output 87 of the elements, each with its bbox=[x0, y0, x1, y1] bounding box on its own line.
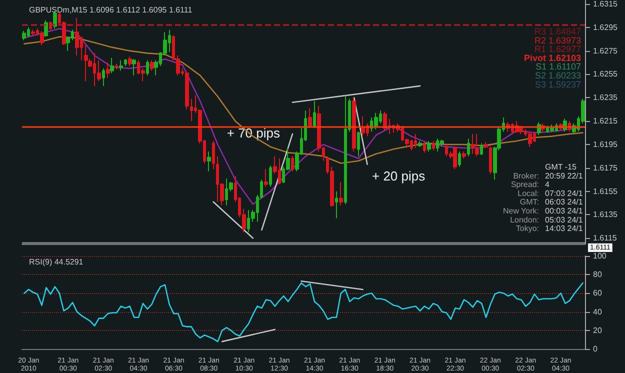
candlestick bbox=[115, 63, 118, 70]
text: GBPUSDm,M15 1.6096 1.6112 1.6095 1.6111 bbox=[29, 6, 193, 14]
candlestick bbox=[458, 151, 461, 168]
candlestick bbox=[462, 151, 466, 160]
annotation: Pivot 1.62103 bbox=[524, 52, 581, 63]
candlestick bbox=[432, 140, 435, 151]
candlestick bbox=[207, 151, 211, 172]
candlestick bbox=[110, 57, 114, 74]
line-series bbox=[24, 282, 584, 342]
y-tick-label: 1.6115 bbox=[593, 234, 618, 243]
candlestick bbox=[185, 71, 189, 110]
y-tick-label: 1.6275 bbox=[593, 46, 618, 56]
y-tick-label: 20 bbox=[593, 326, 602, 335]
candlestick bbox=[212, 140, 215, 170]
candlestick bbox=[264, 168, 268, 188]
annotation: Broker: 20:59 22/1 bbox=[513, 171, 584, 180]
candlestick bbox=[313, 100, 316, 129]
candlestick bbox=[550, 124, 554, 132]
y-tick-label: 1.6155 bbox=[593, 186, 618, 196]
y-tick-label: 1.6195 bbox=[593, 140, 618, 149]
candlestick bbox=[150, 60, 154, 72]
annotation: London: 05:03 24/1 bbox=[510, 215, 584, 224]
annotation: + 20 pips bbox=[372, 168, 426, 184]
candlestick bbox=[132, 58, 136, 76]
candlestick bbox=[480, 142, 483, 156]
annotation: Local: 07:03 24/1 bbox=[518, 188, 584, 198]
y-tick-label: 0 bbox=[593, 344, 598, 354]
annotation: GMT -15 bbox=[545, 162, 577, 172]
candlestick bbox=[414, 133, 417, 148]
chart-title: RSI(9) 44.5291 bbox=[29, 258, 84, 266]
candlestick bbox=[269, 165, 272, 188]
annotation: R2 1.63973 bbox=[534, 35, 581, 46]
y-tick-label: 40 bbox=[593, 307, 602, 316]
y-tick-label: 1.6135 bbox=[593, 210, 618, 220]
annotation: S3 1.59237 bbox=[534, 79, 581, 90]
candlestick bbox=[383, 111, 387, 131]
annotation: S2 1.60233 bbox=[534, 70, 581, 80]
candlestick bbox=[352, 97, 356, 152]
candlestick bbox=[427, 140, 431, 152]
y-tick-label: 1.6295 bbox=[593, 22, 618, 32]
y-tick-label: 1.6175 bbox=[593, 163, 618, 172]
annotation: New York: 00:03 24/1 bbox=[502, 206, 584, 216]
candlestick bbox=[291, 156, 294, 172]
y-tick-label: 60 bbox=[593, 288, 602, 298]
y-tick-label: 1.6315 bbox=[593, 0, 618, 8]
candlestick bbox=[339, 181, 343, 206]
candlestick bbox=[475, 133, 479, 157]
candlestick bbox=[453, 146, 457, 170]
candlestick bbox=[484, 142, 488, 148]
candlestick bbox=[335, 190, 338, 219]
candlestick bbox=[31, 29, 35, 36]
candlestick bbox=[528, 131, 532, 148]
candlestick bbox=[75, 18, 79, 56]
y-tick-label: 1.6215 bbox=[593, 116, 618, 126]
candlestick bbox=[519, 125, 523, 134]
y-tick-label: 80 bbox=[593, 270, 602, 280]
annotation: R1 1.62977 bbox=[534, 44, 581, 54]
candlestick bbox=[374, 112, 378, 130]
candlestick bbox=[102, 68, 105, 86]
candlestick bbox=[146, 60, 149, 76]
annotation: GMT: 06:03 24/1 bbox=[520, 198, 584, 207]
candlestick bbox=[128, 56, 132, 67]
candlestick bbox=[308, 108, 312, 129]
annotation: Spread: 4 bbox=[510, 180, 550, 190]
candlestick bbox=[106, 62, 110, 78]
candlestick bbox=[22, 30, 26, 41]
candlestick bbox=[471, 133, 475, 154]
candlestick bbox=[44, 20, 48, 38]
candlestick bbox=[489, 146, 492, 174]
candlestick bbox=[119, 60, 123, 72]
candlestick bbox=[84, 44, 88, 82]
annotation: R3 1.64847 bbox=[534, 26, 581, 36]
candlestick bbox=[190, 98, 193, 122]
annotation: S1 1.61107 bbox=[536, 62, 581, 72]
candlestick bbox=[124, 58, 127, 67]
y-tick-label: 1.6255 bbox=[593, 70, 618, 79]
candlestick bbox=[344, 94, 347, 205]
annotation: Tokyo: 14:03 24/1 bbox=[516, 224, 584, 234]
candlestick bbox=[357, 131, 360, 157]
line-series bbox=[24, 36, 584, 164]
candlestick bbox=[467, 138, 470, 157]
y-tick-label: 1.6235 bbox=[593, 93, 618, 102]
candlestick bbox=[40, 30, 44, 46]
candlestick bbox=[361, 116, 365, 137]
candlestick bbox=[423, 142, 426, 154]
candlestick bbox=[418, 140, 422, 148]
y-tick-label: 100 bbox=[593, 252, 607, 260]
